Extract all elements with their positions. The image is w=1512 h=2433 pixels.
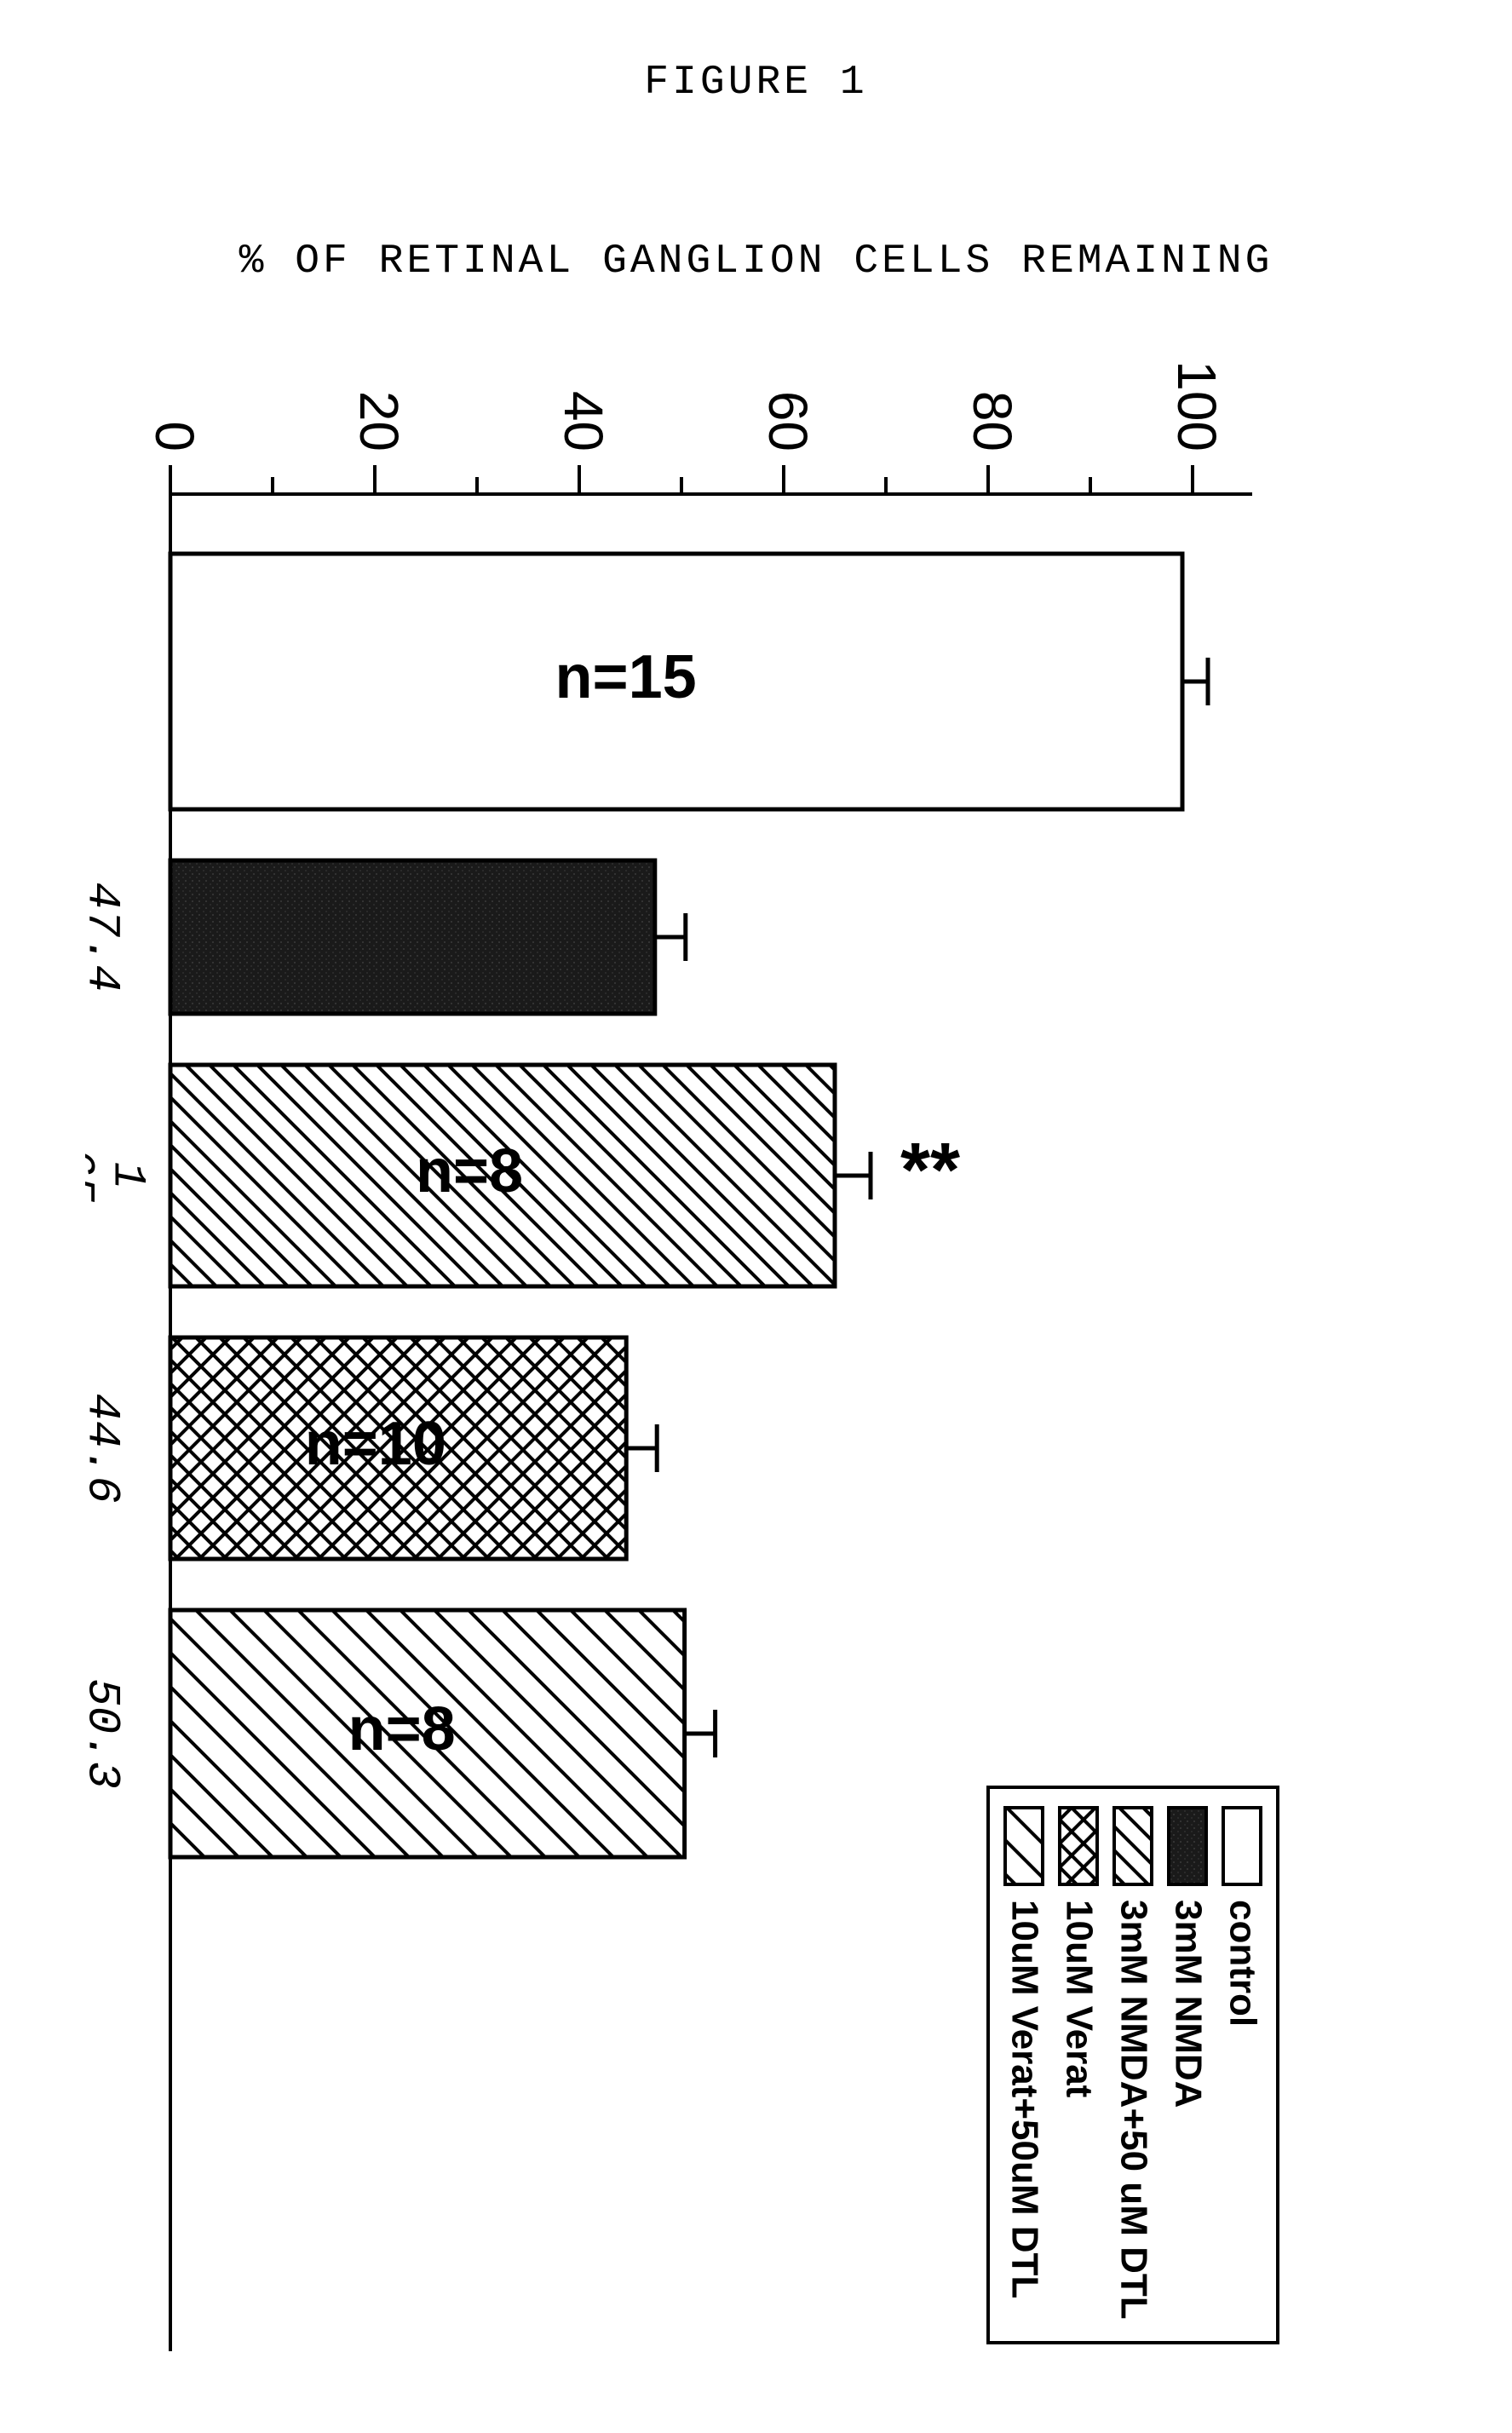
legend-label: control	[1222, 1900, 1263, 2027]
bar-n-label-group: n=8	[348, 1695, 456, 1763]
bar-n-label-group: n=10	[305, 1410, 446, 1478]
bar-nmda	[170, 860, 655, 1014]
legend-swatch	[1114, 1808, 1152, 1884]
legend: control 3mM NMDA 3mM NMDA+50 uM DTL 10uM Ve…	[988, 1787, 1278, 2343]
y-tick-label: 20	[348, 391, 410, 452]
x-annotation: 50.3	[85, 1678, 128, 1789]
bar-n-label: n=8	[416, 1137, 523, 1205]
x-annotation-extra: 1	[101, 1162, 153, 1189]
y-tick-label: 0	[144, 421, 205, 452]
bar-n-label: n=15	[555, 643, 697, 711]
x-annotation: 44.6	[85, 1393, 128, 1504]
x-annotation: 65	[85, 1148, 102, 1204]
y-tick-label: 60	[757, 391, 819, 452]
chart-stage: 0 20 40 60 80 100 n=15 47.4 n=8 ** 165 n=10 44.6 n=8 5…	[85, 324, 1414, 2402]
bar-n-label-group: n=8	[416, 1137, 523, 1205]
bar-n-label-group: n=15	[555, 643, 697, 711]
bar-n-label: n=10	[305, 1410, 446, 1478]
legend-label: 3mM NMDA	[1167, 1900, 1209, 2108]
legend-label: 10uM Verat	[1058, 1900, 1100, 2098]
legend-label: 10uM Verat+50uM DTL	[1003, 1900, 1045, 2298]
page: FIGURE 1 % OF RETINAL GANGLION CELLS REM…	[0, 0, 1512, 2433]
legend-swatch	[1060, 1808, 1097, 1884]
y-tick-label: 80	[962, 391, 1023, 452]
y-tick-label: 40	[553, 391, 614, 452]
legend-swatch	[1005, 1808, 1043, 1884]
legend-label: 3mM NMDA+50 uM DTL	[1112, 1900, 1154, 2320]
rotated-plot: 0 20 40 60 80 100 n=15 47.4 n=8 ** 165 n=10 44.6 n=8 5…	[85, 360, 1278, 2351]
x-annotation: 47.4	[85, 882, 128, 992]
bar-n-label: n=8	[348, 1695, 456, 1763]
significance-marker: **	[900, 1128, 960, 1213]
y-axis-label: % OF RETINAL GANGLION CELLS REMAINING	[0, 239, 1512, 285]
legend-swatch	[1169, 1808, 1206, 1884]
significance-marker-group: **	[900, 1128, 960, 1213]
figure-title: FIGURE 1	[0, 60, 1512, 106]
y-tick-label: 100	[1166, 360, 1227, 452]
bar-chart: 0 20 40 60 80 100 n=15 47.4 n=8 ** 165 n=10 44.6 n=8 5…	[85, 324, 1414, 2402]
legend-swatch	[1223, 1808, 1261, 1884]
